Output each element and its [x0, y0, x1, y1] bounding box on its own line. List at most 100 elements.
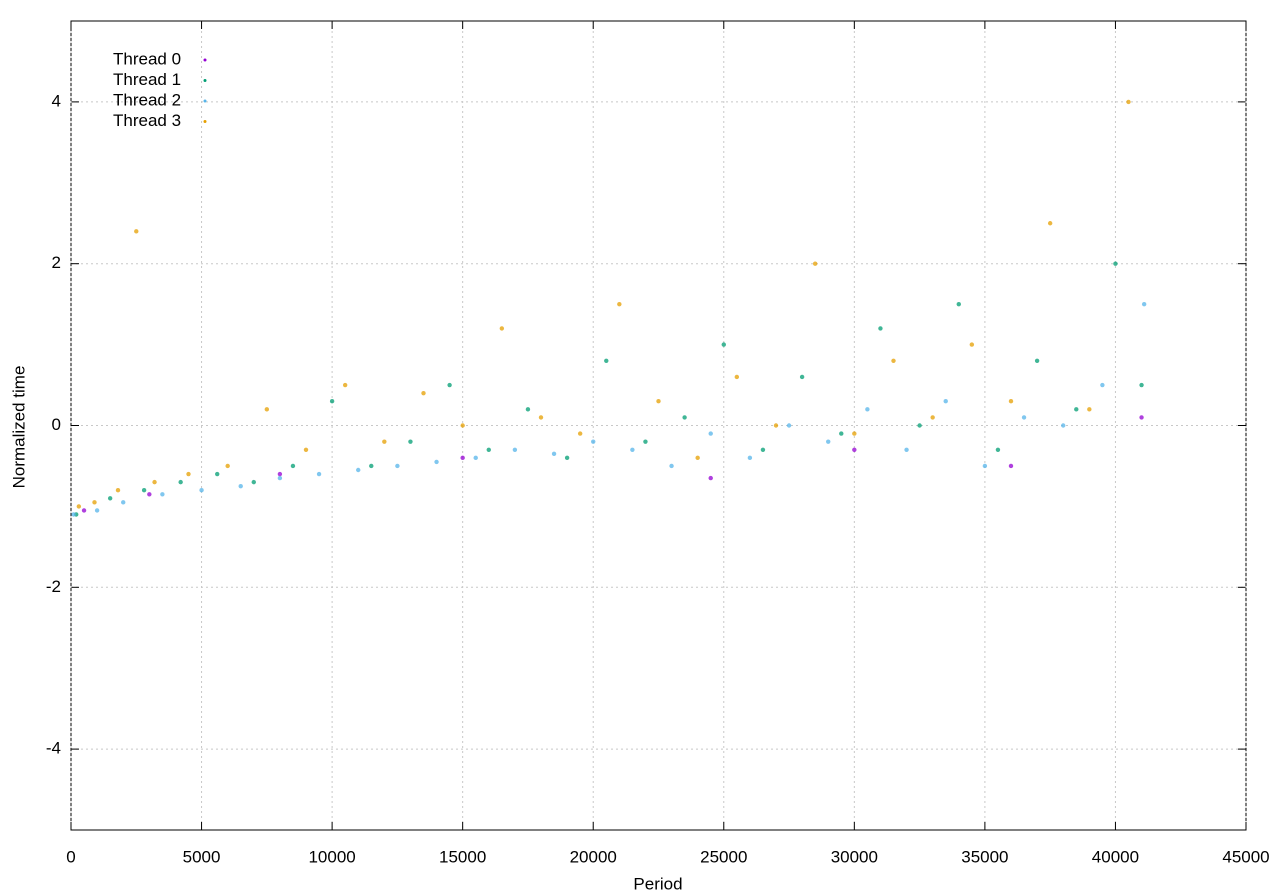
point — [799, 374, 805, 380]
point — [115, 488, 121, 493]
point — [773, 423, 779, 428]
y-tick-label: -4 — [46, 739, 61, 758]
point — [1141, 301, 1147, 307]
x-tick-label: 40000 — [1092, 847, 1139, 866]
point — [421, 390, 426, 396]
legend-label: Thread 0 — [113, 49, 181, 68]
point — [591, 439, 596, 444]
point — [215, 471, 220, 477]
point — [499, 326, 505, 331]
x-tick-label: 45000 — [1222, 847, 1269, 866]
point — [734, 374, 740, 380]
legend-label: Thread 3 — [113, 111, 181, 130]
point — [1139, 382, 1144, 388]
point — [630, 447, 635, 452]
point — [878, 326, 883, 331]
legend-marker — [203, 99, 207, 103]
point — [643, 439, 648, 444]
point — [199, 488, 204, 493]
point — [1074, 407, 1079, 412]
point — [786, 423, 792, 428]
x-axis-label: Period — [633, 874, 682, 893]
point — [395, 463, 400, 469]
point — [669, 463, 674, 469]
point — [682, 415, 687, 420]
point — [92, 500, 97, 505]
y-tick-label: -2 — [46, 577, 61, 596]
legend-marker — [203, 79, 207, 82]
point — [604, 358, 609, 363]
point — [329, 399, 335, 404]
legend-marker — [203, 58, 207, 62]
point — [956, 301, 961, 307]
point — [434, 459, 439, 465]
point — [356, 467, 361, 473]
legend-marker — [203, 120, 207, 123]
legend-label: Thread 1 — [113, 70, 181, 89]
point — [617, 301, 622, 307]
x-tick-label: 5000 — [183, 847, 221, 866]
point — [512, 447, 518, 452]
x-tick-label: 25000 — [700, 847, 747, 866]
point — [460, 423, 465, 428]
point — [76, 504, 82, 509]
point — [238, 483, 243, 489]
point — [982, 463, 988, 469]
point — [904, 447, 909, 452]
point — [812, 261, 818, 266]
point — [1034, 358, 1040, 363]
point — [1126, 99, 1131, 105]
point — [107, 496, 113, 501]
point — [1139, 415, 1144, 420]
x-tick-label: 15000 — [439, 847, 486, 866]
point — [1021, 415, 1027, 420]
point — [225, 463, 230, 469]
point — [460, 455, 465, 461]
point — [473, 455, 478, 461]
point — [943, 399, 948, 404]
point — [930, 415, 935, 420]
point — [826, 439, 831, 444]
point — [721, 342, 726, 347]
point — [839, 431, 844, 436]
point — [408, 439, 413, 444]
point — [1100, 382, 1105, 388]
point — [121, 500, 126, 505]
point — [382, 439, 387, 444]
point — [178, 479, 183, 485]
point — [134, 229, 139, 234]
point — [277, 471, 283, 477]
point — [147, 492, 152, 497]
point — [316, 471, 322, 477]
point — [486, 447, 491, 452]
point — [81, 508, 87, 513]
point — [160, 492, 165, 497]
point — [708, 431, 713, 436]
point — [1047, 221, 1053, 226]
point — [447, 382, 452, 388]
y-tick-label: 0 — [52, 415, 61, 434]
point — [342, 382, 348, 388]
point — [865, 407, 870, 412]
point — [747, 455, 753, 461]
point — [369, 463, 374, 469]
point — [251, 479, 256, 485]
point — [852, 431, 857, 436]
point — [656, 399, 661, 404]
point — [1113, 261, 1118, 266]
point — [538, 415, 544, 420]
point — [852, 447, 857, 452]
point — [695, 455, 700, 461]
point — [152, 479, 157, 485]
y-axis-label: Normalized time — [9, 366, 28, 489]
point — [969, 342, 975, 347]
x-tick-label: 10000 — [308, 847, 355, 866]
point — [94, 508, 100, 513]
point — [525, 407, 531, 412]
point — [564, 455, 570, 461]
point — [760, 447, 766, 452]
point — [1061, 423, 1066, 428]
point — [891, 358, 896, 363]
x-tick-label: 35000 — [961, 847, 1008, 866]
